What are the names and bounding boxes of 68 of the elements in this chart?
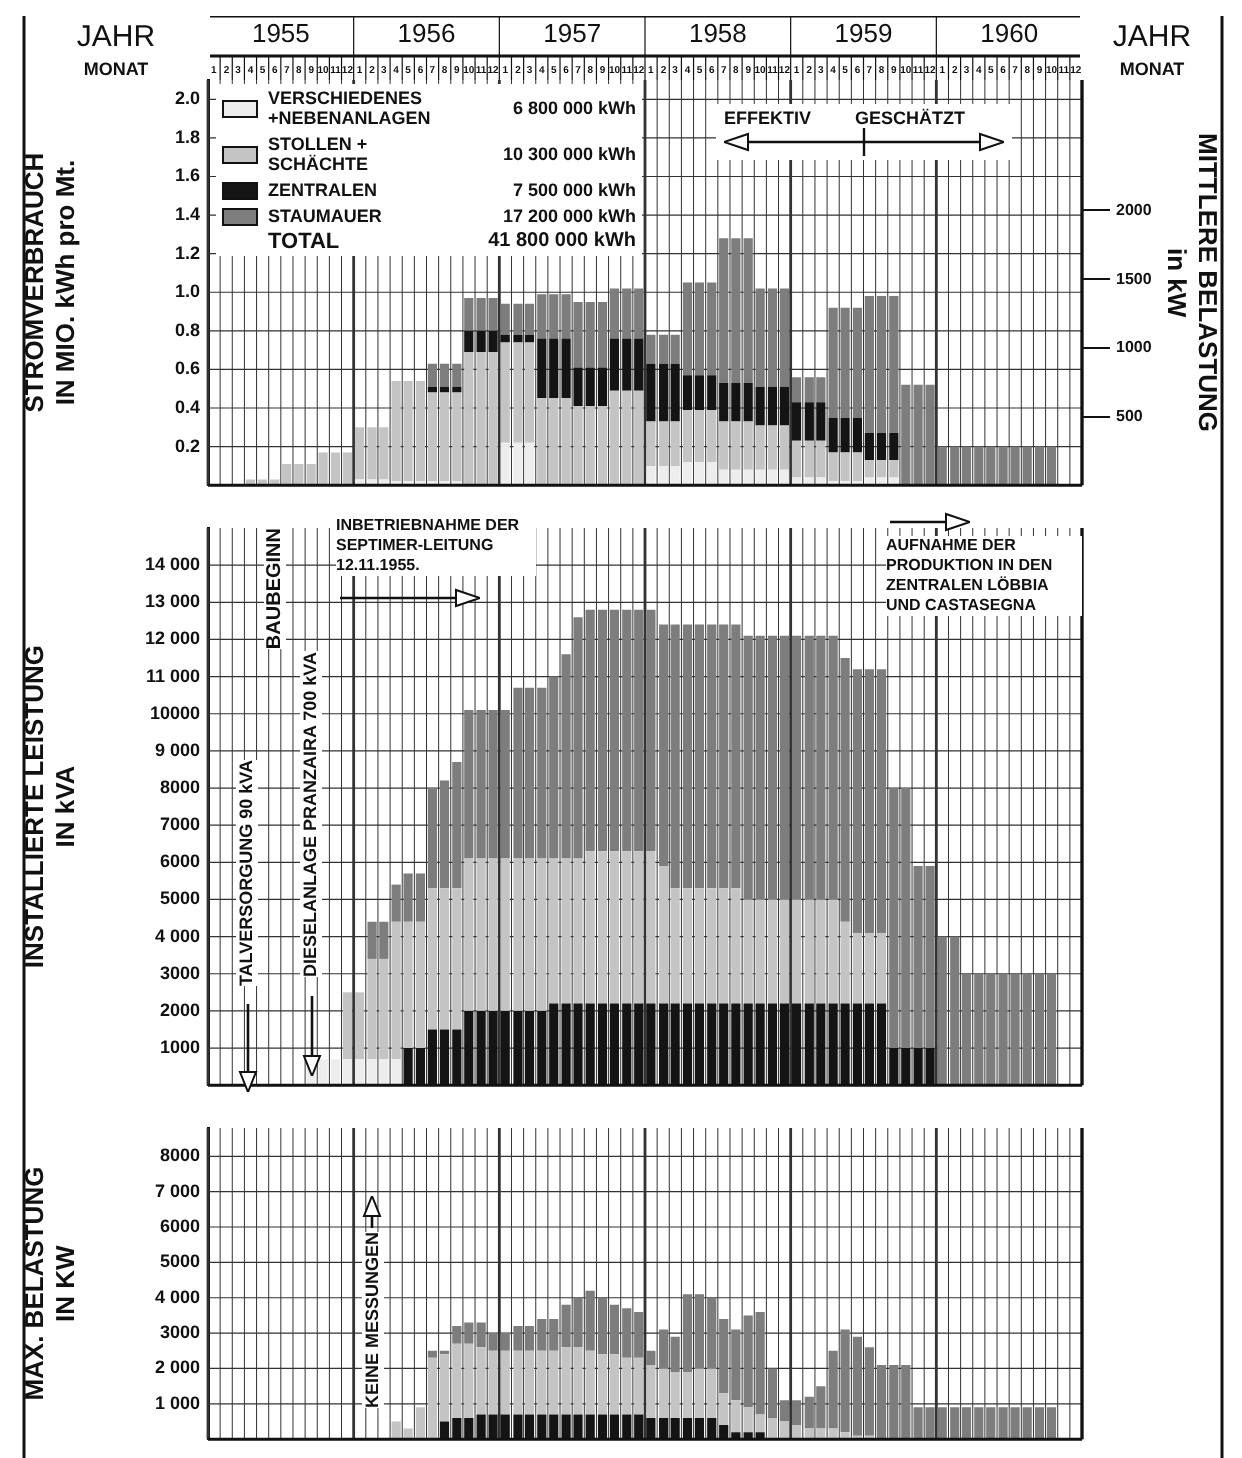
- y2-tick-label: 2000: [1116, 200, 1153, 219]
- y-tick-label: 1.6: [174, 165, 200, 186]
- annotation: BAUBEGINN: [264, 528, 286, 650]
- annotation: 41 800 000 kWh: [486, 230, 636, 252]
- x2-tick-label: 1956: [397, 17, 456, 48]
- x2-tick-label: 1958: [688, 17, 747, 48]
- annotation: TALVERSORGUNG 90 kVA: [236, 760, 258, 987]
- annotation: 10 300 000 kWh: [500, 144, 636, 164]
- y-tick-label: 0.2: [174, 435, 200, 456]
- y-tick-label: 6000: [159, 851, 200, 872]
- y-tick-label: 8000: [159, 777, 200, 797]
- y-tick-label: 10000: [149, 702, 200, 723]
- y-axis-title: MAX. BELASTUNG IN KW: [18, 1166, 80, 1401]
- y-tick-label: 5000: [159, 888, 200, 909]
- y-tick-label: 0.8: [174, 319, 200, 340]
- annotation: INBETRIEBNAHME DER SEPTIMER-LEITUNG 12.11.1955.: [336, 516, 536, 576]
- y-tick-label: 6000: [159, 1215, 200, 1236]
- y2-axis-title: MITTLERE BELASTUNG in kW: [1162, 133, 1224, 433]
- annotation: TOTAL: [268, 230, 342, 254]
- y-tick-label: 2.0: [174, 88, 200, 109]
- y-tick-label: 1.0: [174, 281, 200, 302]
- y-tick-label: 0.6: [174, 358, 200, 379]
- y-tick-label: 2 000: [154, 1357, 200, 1378]
- y-tick-label: 1000: [159, 1037, 200, 1058]
- y-tick-label: 13 000: [144, 591, 200, 612]
- annotation: 17 200 000 kWh: [500, 206, 636, 226]
- legend-label: STOLLEN + SCHÄCHTE: [268, 134, 371, 174]
- y2-tick-label: 1000: [1116, 338, 1153, 357]
- y2-tick-label: 1500: [1116, 269, 1153, 288]
- x2-axis-title: JAHR: [1112, 20, 1192, 55]
- annotation: EFFEKTIV: [724, 108, 812, 128]
- annotation: GESCHÄTZT: [855, 108, 966, 128]
- annotation: KEINE MESSUNGEN: [362, 1232, 384, 1409]
- x2-tick-label: 1955: [251, 17, 310, 48]
- annotation: DIESELANLAGE PRANZAIRA 700 kVA: [300, 652, 322, 978]
- y-tick-label: 4 000: [154, 925, 200, 946]
- annotation: AUFNAHME DER PRODUKTION IN DEN ZENTRALEN LÖBBIA UND CASTASEGNA: [886, 536, 1082, 616]
- y-tick-label: 4 000: [154, 1286, 200, 1307]
- y-tick-label: 8000: [159, 1145, 200, 1166]
- text: MONAT: [83, 58, 149, 79]
- y-tick-label: 1.8: [174, 126, 200, 147]
- x2-tick-label: 1960: [980, 17, 1039, 48]
- annotation: 6 800 000 kWh: [510, 98, 636, 118]
- y-tick-label: 3000: [159, 962, 200, 983]
- y-tick-label: 14 000: [144, 554, 200, 575]
- legend-label: ZENTRALEN: [268, 180, 379, 200]
- legend-label: STAUMAUER: [268, 206, 384, 226]
- y-tick-label: 12 000: [144, 628, 200, 649]
- y2-tick-label: 500: [1116, 406, 1144, 425]
- x2-tick-label: 1959: [834, 17, 893, 48]
- y-tick-label: 5000: [159, 1251, 200, 1272]
- y-axis-title: INSTALLIERTE LEISTUNG IN kVA: [18, 645, 80, 969]
- y-tick-label: 7000: [159, 814, 200, 835]
- text: JAHR: [76, 20, 156, 55]
- y-tick-label: 11 000: [145, 665, 200, 686]
- y-axis-title: STROMVERBRAUCH IN MIO. kWh pro Mt.: [18, 152, 80, 413]
- x-axis-title: MONAT: [1119, 58, 1186, 79]
- y-tick-label: 1.2: [174, 242, 200, 263]
- y-tick-label: 2000: [159, 999, 200, 1020]
- y-tick-label: 0.4: [174, 396, 200, 417]
- y-tick-label: 3000: [159, 1322, 200, 1343]
- y-tick-label: 7 000: [154, 1180, 200, 1201]
- annotation: 7 500 000 kWh: [510, 180, 636, 200]
- x2-tick-label: 1957: [543, 17, 602, 48]
- y-tick-label: 1 000: [154, 1392, 200, 1413]
- y-tick-label: 9 000: [154, 739, 200, 760]
- y-tick-label: 1.4: [174, 204, 200, 225]
- legend-label: VERSCHIEDENES +NEBENANLAGEN: [268, 88, 433, 128]
